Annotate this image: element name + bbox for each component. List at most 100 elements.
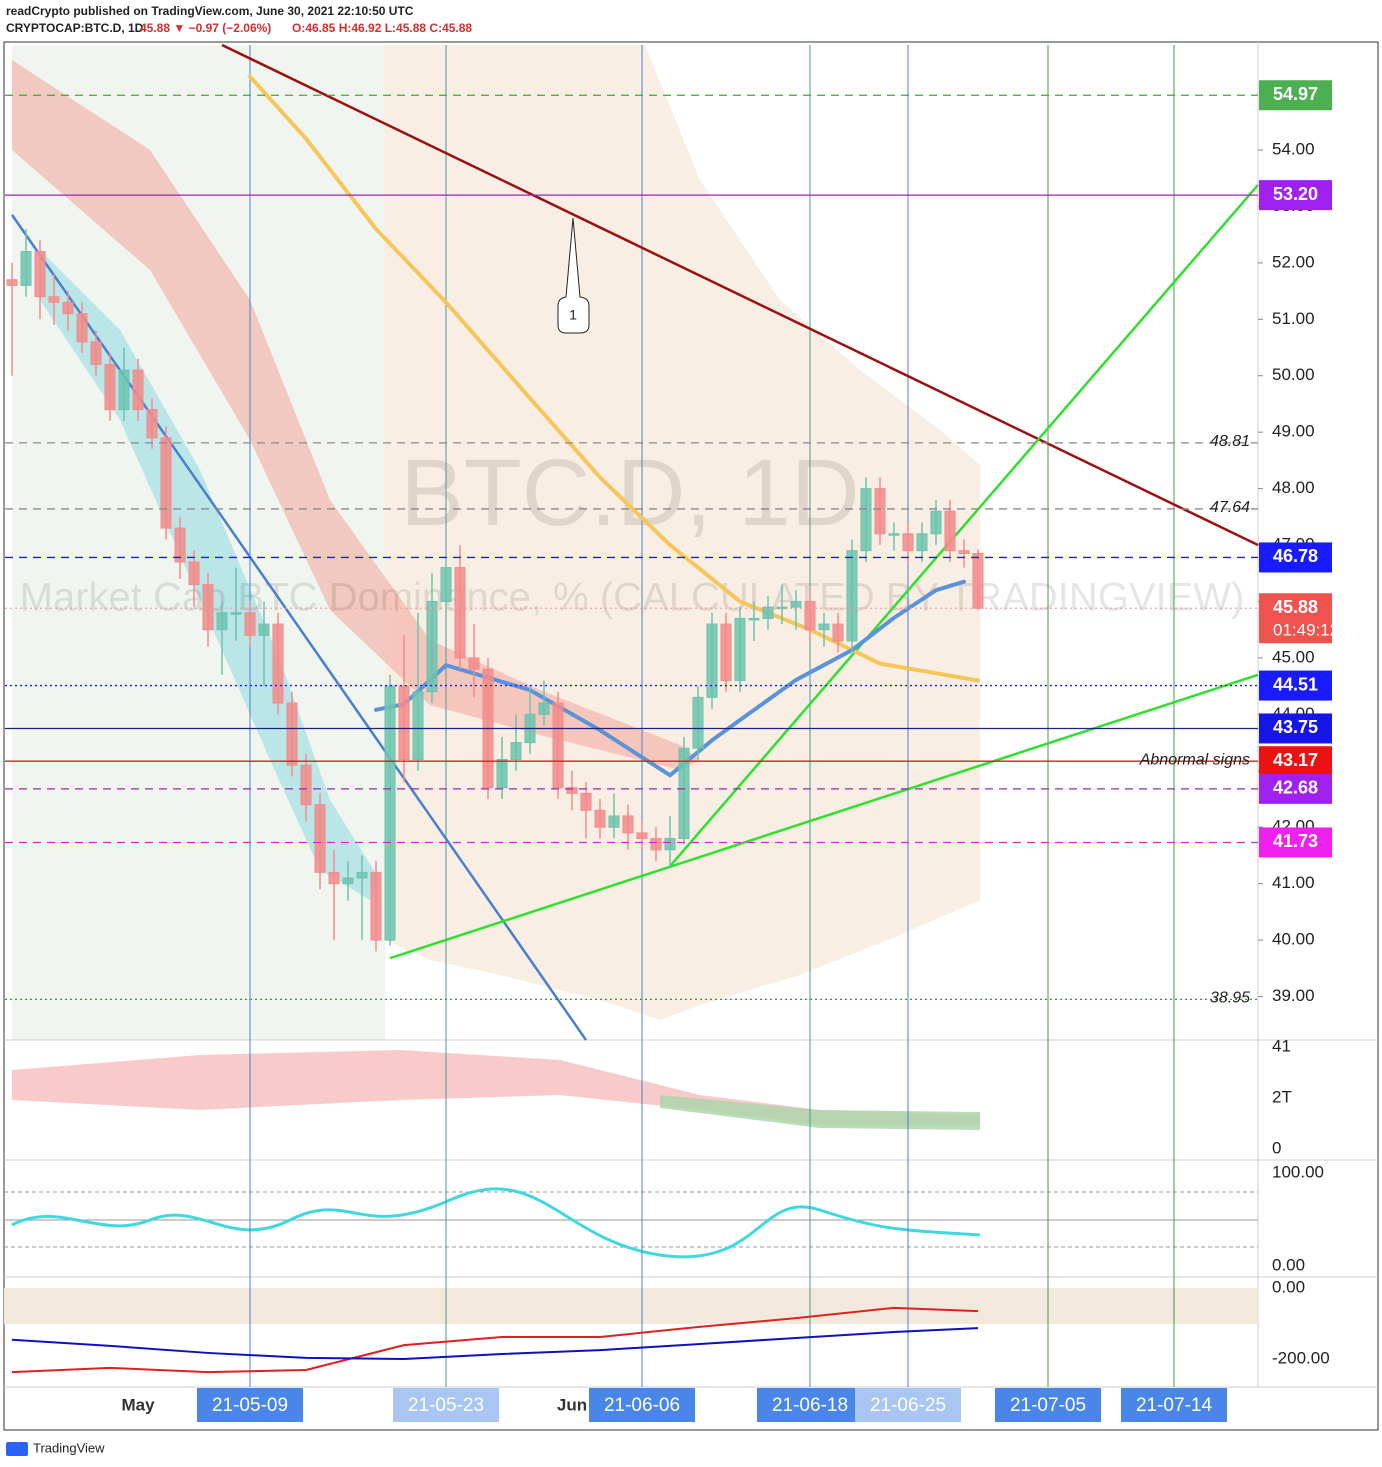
candle-body xyxy=(916,533,928,552)
candle-body xyxy=(468,657,480,670)
callout xyxy=(557,217,590,334)
price-label-box xyxy=(1259,593,1332,644)
candle-body xyxy=(944,510,956,552)
candle-body xyxy=(566,787,578,794)
footer: TradingView xyxy=(33,1440,105,1455)
candle-body xyxy=(496,759,508,789)
price-label-box xyxy=(1259,746,1332,777)
publisher: readCrypto published on TradingView.com,… xyxy=(6,4,414,18)
candle-body xyxy=(664,838,676,851)
candle-body xyxy=(426,600,438,693)
y-tick-label: 40.00 xyxy=(1272,930,1315,949)
candle-body xyxy=(20,251,32,286)
envelope-band xyxy=(385,45,980,1020)
trendline xyxy=(10,214,588,1041)
y-tick-label: 48.00 xyxy=(1272,478,1315,497)
volume-tick-label: 0 xyxy=(1272,1138,1281,1157)
candle-body xyxy=(692,696,704,749)
price-label-box xyxy=(1259,670,1332,701)
y-tick-label: 52.00 xyxy=(1272,252,1315,271)
countdown: 01:49:12 xyxy=(1273,621,1339,640)
candle-body xyxy=(762,606,774,619)
ribbon-red xyxy=(12,60,700,770)
candle-body xyxy=(846,550,858,642)
candle-body xyxy=(230,612,242,615)
price-label: 41.73 xyxy=(1273,831,1318,851)
candle-body xyxy=(398,685,410,761)
price-label: 54.97 xyxy=(1273,84,1318,104)
candle-body xyxy=(244,612,256,636)
date-label-box xyxy=(589,1388,695,1422)
level-label: 47.64 xyxy=(1210,499,1250,516)
candle-body xyxy=(132,369,144,411)
price-label: 46.78 xyxy=(1273,546,1318,566)
oscillator-tick-label: 0.00 xyxy=(1272,1256,1305,1275)
candle-body xyxy=(160,437,172,529)
candle-body xyxy=(90,341,102,365)
volume-band-green xyxy=(660,1095,980,1130)
date-label: 21-07-14 xyxy=(1136,1395,1212,1416)
price-label: 42.68 xyxy=(1273,778,1318,798)
candle-body xyxy=(272,623,284,704)
candle-body xyxy=(440,567,452,602)
watermark-symbol: BTC.D, 1D xyxy=(400,440,859,546)
candle-body xyxy=(202,584,214,631)
candle-body xyxy=(748,617,760,621)
candle-body xyxy=(174,527,186,563)
price-label-box xyxy=(1259,542,1332,573)
price-label: 43.75 xyxy=(1273,717,1318,737)
price-label-box xyxy=(1259,713,1332,744)
date-label-box xyxy=(197,1388,303,1422)
candle-body xyxy=(902,533,914,552)
volume-tick-label: 2T xyxy=(1272,1087,1292,1106)
candle-body xyxy=(104,363,116,411)
candle-body xyxy=(342,877,354,885)
price-label-box xyxy=(1259,180,1332,211)
date-label-box xyxy=(393,1388,499,1422)
candle-body xyxy=(48,296,60,303)
level-label: 38.95 xyxy=(1210,990,1250,1007)
oscillator-tick-label: 100.00 xyxy=(1272,1163,1324,1182)
candle-body xyxy=(580,792,592,811)
candle-body xyxy=(930,510,942,535)
candle-body xyxy=(706,623,718,698)
candle-body xyxy=(258,623,270,636)
candle-body xyxy=(734,617,746,681)
candle-body xyxy=(216,612,228,631)
price-label: 43.17 xyxy=(1273,750,1318,770)
price-label-box xyxy=(1259,827,1332,858)
y-tick-label: 41.00 xyxy=(1272,873,1315,892)
candle-body xyxy=(356,871,368,879)
candle-body xyxy=(118,369,130,411)
volume-tick-label: 41 xyxy=(1272,1036,1291,1055)
candle-body xyxy=(510,742,522,761)
candle-body xyxy=(594,809,606,828)
candle-body xyxy=(286,702,298,766)
y-tick-label: 39.00 xyxy=(1272,986,1315,1005)
candle-body xyxy=(412,691,424,761)
trend-tick-label: 0.00 xyxy=(1272,1277,1305,1296)
trend-line xyxy=(11,1327,979,1360)
date-label: 21-07-05 xyxy=(1010,1395,1086,1416)
date-label-box xyxy=(995,1388,1101,1422)
y-tick-label: 49.00 xyxy=(1272,422,1315,441)
trend-line xyxy=(11,1306,979,1374)
candle-body xyxy=(384,685,396,941)
price-label-box xyxy=(1259,80,1332,111)
candle-body xyxy=(678,747,690,840)
candle-body xyxy=(818,623,830,631)
candle-body xyxy=(538,702,550,715)
trend-tick-label: -200.00 xyxy=(1272,1348,1330,1367)
candle-body xyxy=(328,871,340,885)
ohlc: O:46.85 H:46.92 L:45.88 C:45.88 xyxy=(292,21,472,35)
y-tick-label: 50.00 xyxy=(1272,365,1315,384)
candle-body xyxy=(146,409,158,439)
logo xyxy=(6,1442,28,1456)
candle-body xyxy=(188,561,200,586)
price-label: 53.20 xyxy=(1273,184,1318,204)
date-label-box xyxy=(855,1388,961,1422)
x-tick-label: Jun xyxy=(557,1395,587,1414)
y-tick-label: 54.00 xyxy=(1272,139,1315,158)
candle-body xyxy=(888,533,900,536)
